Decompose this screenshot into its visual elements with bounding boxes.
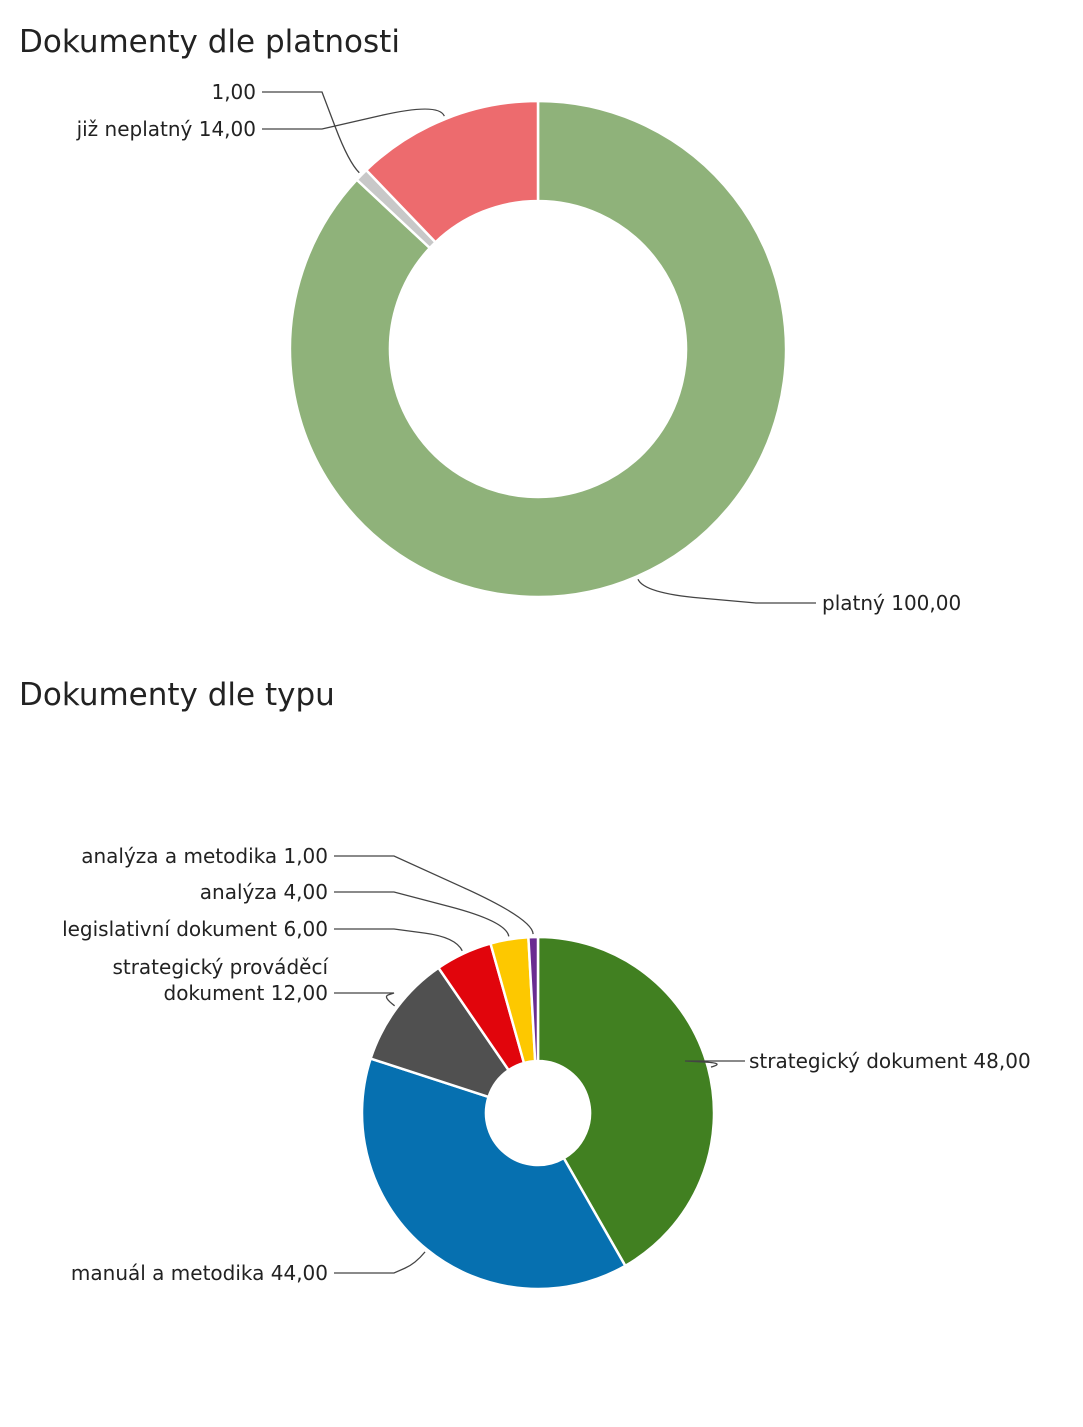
leader-line-analyza	[334, 891, 510, 937]
pie-slice-jiz-neplatny[interactable]	[364, 99, 540, 244]
donut-chart-validity: platný 100,00 1,00 již neplatný 14,00	[76, 80, 962, 615]
pie-slice-strategicky-dokument[interactable]	[536, 935, 716, 1268]
data-label-strategicky-provadeci-dokument-line1: strategický prováděcí	[112, 955, 329, 979]
leader-line-1-00	[262, 91, 360, 174]
leader-line-strategicky-dokument	[684, 1060, 745, 1068]
leader-line-jiz-neplatny	[262, 108, 445, 130]
data-label-jiz-neplatny: již neplatný 14,00	[76, 117, 256, 141]
data-label-strategicky-dokument: strategický dokument 48,00	[749, 1049, 1031, 1073]
leader-line-platny	[637, 578, 816, 604]
data-label-platny: platný 100,00	[822, 591, 961, 615]
data-label-legislativni-dokument: legislativní dokument 6,00	[62, 917, 328, 941]
data-label-manual-a-metodika: manuál a metodika 44,00	[71, 1261, 328, 1285]
chart-title-type: Dokumenty dle typu	[19, 677, 335, 713]
data-label-strategicky-provadeci-dokument-line2: dokument 12,00	[164, 981, 329, 1005]
leader-line-analyza-a-metodika	[334, 855, 534, 935]
pie-slice-platny[interactable]	[288, 99, 788, 599]
leader-line-manual-a-metodika	[334, 1251, 426, 1274]
leader-line-strategicky-provadeci-dokument	[334, 992, 396, 1007]
data-label-analyza-a-metodika: analýza a metodika 1,00	[81, 844, 328, 868]
data-label-analyza: analýza 4,00	[200, 880, 328, 904]
leader-line-legislativni-dokument	[334, 928, 463, 952]
data-label-1-00: 1,00	[211, 80, 256, 104]
chart-title-validity: Dokumenty dle platnosti	[19, 24, 400, 60]
pie-slice-strategicky-provadeci-dokument[interactable]	[369, 966, 511, 1099]
pie-slice-analyza-a-metodika[interactable]	[527, 935, 540, 1063]
pie-slice-manual-a-metodika[interactable]	[360, 1057, 628, 1291]
